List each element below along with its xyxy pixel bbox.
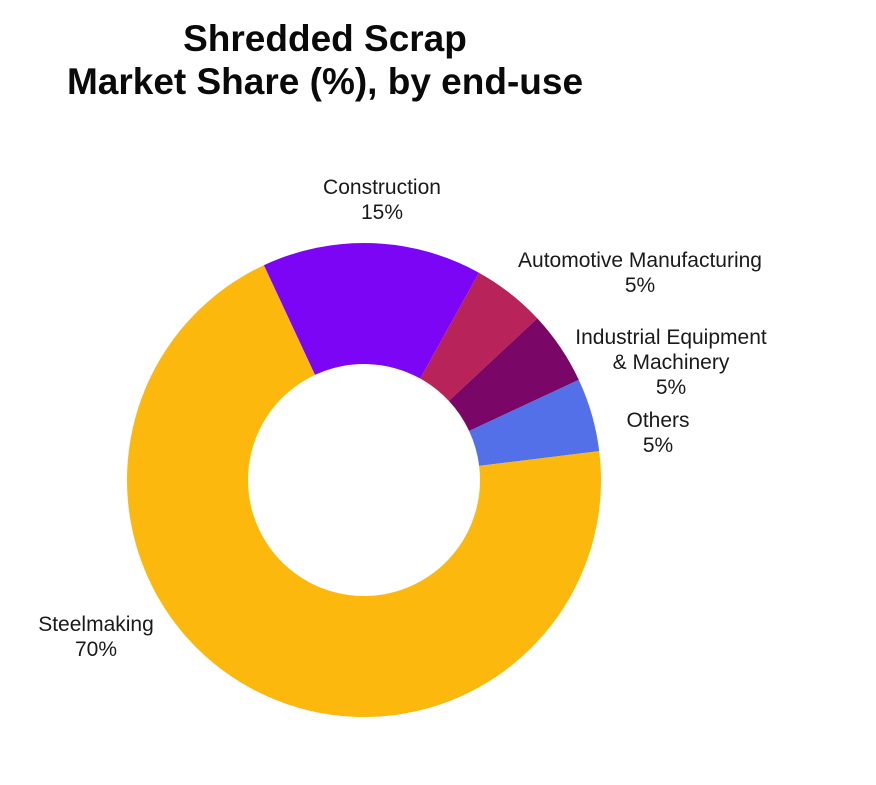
- slice-label-others: Others 5%: [626, 408, 689, 458]
- slice-construction: [263, 243, 479, 379]
- slice-others: [469, 379, 600, 466]
- slice-label-line: 15%: [360, 201, 404, 224]
- slice-automotive-manufacturing: [420, 272, 538, 401]
- slice-label-line: 5%: [655, 376, 687, 399]
- slice-label-line: Steelmaking: [38, 613, 154, 636]
- slice-label-line: & Machinery: [612, 351, 730, 374]
- slice-label-line: Industrial Equipment: [575, 326, 767, 349]
- chart-title: Shredded Scrap Market Share (%), by end-…: [0, 17, 650, 103]
- slice-label-line: 5%: [624, 274, 656, 297]
- slice-label-construction: Construction 15%: [323, 175, 441, 225]
- slice-label-line: Others: [626, 409, 690, 432]
- slice-label-line: Construction: [323, 176, 441, 199]
- chart-title-line2: Market Share (%), by end-use: [66, 61, 584, 102]
- chart-title-line1: Shredded Scrap: [183, 18, 467, 59]
- slice-steelmaking: [126, 265, 601, 718]
- slice-label-line: Automotive Manufacturing: [518, 249, 762, 272]
- slice-label-line: 5%: [642, 434, 674, 457]
- slice-label-automotive-manufacturing: Automotive Manufacturing 5%: [518, 248, 762, 298]
- slice-industrial-equipment-machinery: [448, 318, 579, 431]
- slice-label-industrial-equipment-machinery: Industrial Equipment & Machinery 5%: [575, 325, 766, 400]
- slice-label-line: 70%: [74, 638, 118, 661]
- slice-label-steelmaking: Steelmaking 70%: [38, 612, 154, 662]
